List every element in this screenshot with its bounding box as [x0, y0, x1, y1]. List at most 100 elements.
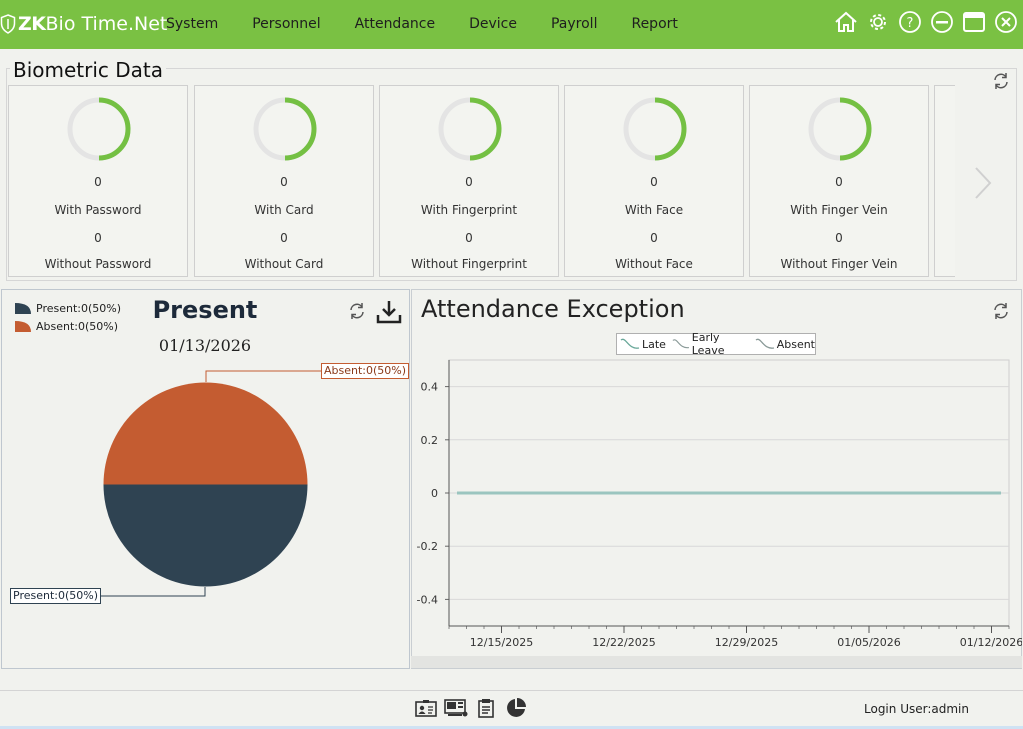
main-menu: System Personnel Attendance Device Payro…: [149, 0, 695, 49]
x-tick-label: 12/15/2025: [470, 636, 533, 649]
home-icon[interactable]: [833, 9, 859, 35]
legend-absent[interactable]: Absent: [755, 337, 815, 351]
legend-present-label: Present:0(50%): [36, 302, 122, 315]
login-user: Login User:admin: [864, 702, 969, 716]
without-label: Without Fingerprint: [411, 257, 527, 271]
pie-chart-icon[interactable]: [504, 696, 528, 720]
present-leader-line: [93, 587, 206, 597]
help-icon[interactable]: ?: [897, 9, 923, 35]
with-count: 0: [280, 175, 288, 189]
without-label: Without Card: [244, 257, 324, 271]
close-icon[interactable]: [993, 9, 1019, 35]
x-tick-label: 01/05/2026: [837, 636, 900, 649]
logo-zk: ZK: [18, 13, 46, 35]
ring-chart: [438, 97, 502, 161]
wave-icon: [672, 339, 689, 349]
gear-icon[interactable]: [865, 9, 891, 35]
window-controls: ?: [833, 9, 1019, 35]
shield-icon: [0, 14, 16, 34]
attendance-title: Attendance Exception: [421, 295, 685, 323]
app-logo: ZK Bio Time.Net: [0, 12, 167, 36]
pie-label-absent: Absent:0(50%): [321, 363, 410, 379]
y-axis-ticks: 0.4 0.2 0 -0.2 -0.4: [417, 360, 450, 626]
attendance-line-chart: 0.4 0.2 0 -0.2 -0.4 12/15/2025 12/22/2025 12/2…: [417, 359, 1022, 649]
ring-chart: [808, 97, 872, 161]
device-icon[interactable]: [444, 696, 468, 720]
wave-icon: [620, 338, 640, 349]
ring-chart: [253, 97, 317, 161]
x-tick-label: 01/12/2026: [960, 636, 1022, 649]
id-card-icon[interactable]: [414, 696, 438, 720]
card-face: 0 With Face 0 Without Face: [564, 85, 744, 277]
x-axis-ticks: 12/15/2025 12/22/2025 12/29/2025 01/05/2026…: [448, 625, 1022, 649]
without-label: Without Finger Vein: [780, 257, 898, 271]
footer-toolbar: [414, 696, 528, 720]
with-label: With Fingerprint: [420, 203, 518, 217]
x-tick-label: 12/22/2025: [592, 636, 655, 649]
maximize-icon[interactable]: [961, 9, 987, 35]
menu-system[interactable]: System: [166, 16, 219, 32]
legend-absent-label: Absent: [776, 337, 815, 351]
logo-text: Bio Time.Net: [45, 13, 168, 35]
without-count: 0: [94, 231, 102, 245]
svg-text:?: ?: [907, 16, 914, 31]
pie-slice-present[interactable]: [103, 484, 308, 587]
with-count: 0: [650, 175, 658, 189]
card-password: 0 With Password 0 Without Password: [8, 85, 188, 277]
legend-absent-label: Absent:0(50%): [36, 320, 119, 333]
menu-personnel[interactable]: Personnel: [252, 16, 321, 32]
without-label: Without Password: [44, 257, 152, 271]
with-count: 0: [835, 175, 843, 189]
without-count: 0: [650, 231, 658, 245]
without-count: 0: [465, 231, 473, 245]
window-bottom-edge: [0, 726, 1023, 729]
chart-scrollbar[interactable]: [411, 656, 1022, 668]
absent-swatch: [15, 321, 31, 332]
menu-payroll[interactable]: Payroll: [550, 16, 598, 32]
without-count: 0: [280, 231, 288, 245]
card-finger-vein: 0 With Finger Vein 0 Without Finger Vein: [749, 85, 929, 277]
legend-absent[interactable]: Absent:0(50%): [14, 320, 118, 333]
download-icon[interactable]: [376, 299, 402, 325]
refresh-icon[interactable]: [991, 301, 1011, 321]
legend-late[interactable]: Late: [620, 337, 666, 351]
pie-label-present: Present:0(50%): [10, 588, 102, 604]
attendance-legend: Late Early Leave Absent: [616, 331, 816, 357]
with-label: With Card: [254, 203, 314, 217]
card-card: 0 With Card 0 Without Card: [194, 85, 374, 277]
legend-late-label: Late: [642, 337, 666, 351]
present-swatch: [15, 303, 31, 314]
present-pie-chart: [93, 370, 321, 597]
report-icon[interactable]: [474, 696, 498, 720]
legend-present[interactable]: Present:0(50%): [14, 302, 121, 315]
y-tick-label: -0.2: [417, 540, 438, 553]
y-tick-label: 0: [431, 487, 438, 500]
with-label: With Face: [624, 203, 684, 217]
wave-icon: [755, 338, 774, 349]
menu-device[interactable]: Device: [469, 16, 517, 32]
refresh-icon[interactable]: [991, 71, 1011, 91]
top-bar: ZK Bio Time.Net System Personnel Attenda…: [0, 0, 1023, 49]
without-label: Without Face: [615, 257, 693, 271]
minimize-icon[interactable]: [929, 9, 955, 35]
ring-chart: [67, 97, 131, 161]
card-fingerprint: 0 With Fingerprint 0 Without Fingerprint: [379, 85, 559, 277]
x-tick-label: 12/29/2025: [715, 636, 778, 649]
present-date: 01/13/2026: [158, 336, 252, 355]
y-tick-label: 0.2: [421, 434, 439, 447]
legend-early-leave[interactable]: Early Leave: [672, 331, 749, 357]
ring-chart: [623, 97, 687, 161]
refresh-icon[interactable]: [347, 301, 367, 321]
present-title: Present: [152, 296, 258, 324]
with-label: With Password: [54, 203, 142, 217]
pie-slice-absent[interactable]: [103, 382, 308, 485]
menu-report[interactable]: Report: [631, 16, 678, 32]
without-count: 0: [835, 231, 843, 245]
absent-leader-line: [205, 370, 321, 382]
with-count: 0: [94, 175, 102, 189]
y-tick-label: 0.4: [421, 381, 439, 394]
footer-divider: [0, 690, 1023, 691]
chevron-right-icon[interactable]: [972, 166, 994, 204]
with-count: 0: [465, 175, 473, 189]
menu-attendance[interactable]: Attendance: [354, 16, 436, 32]
